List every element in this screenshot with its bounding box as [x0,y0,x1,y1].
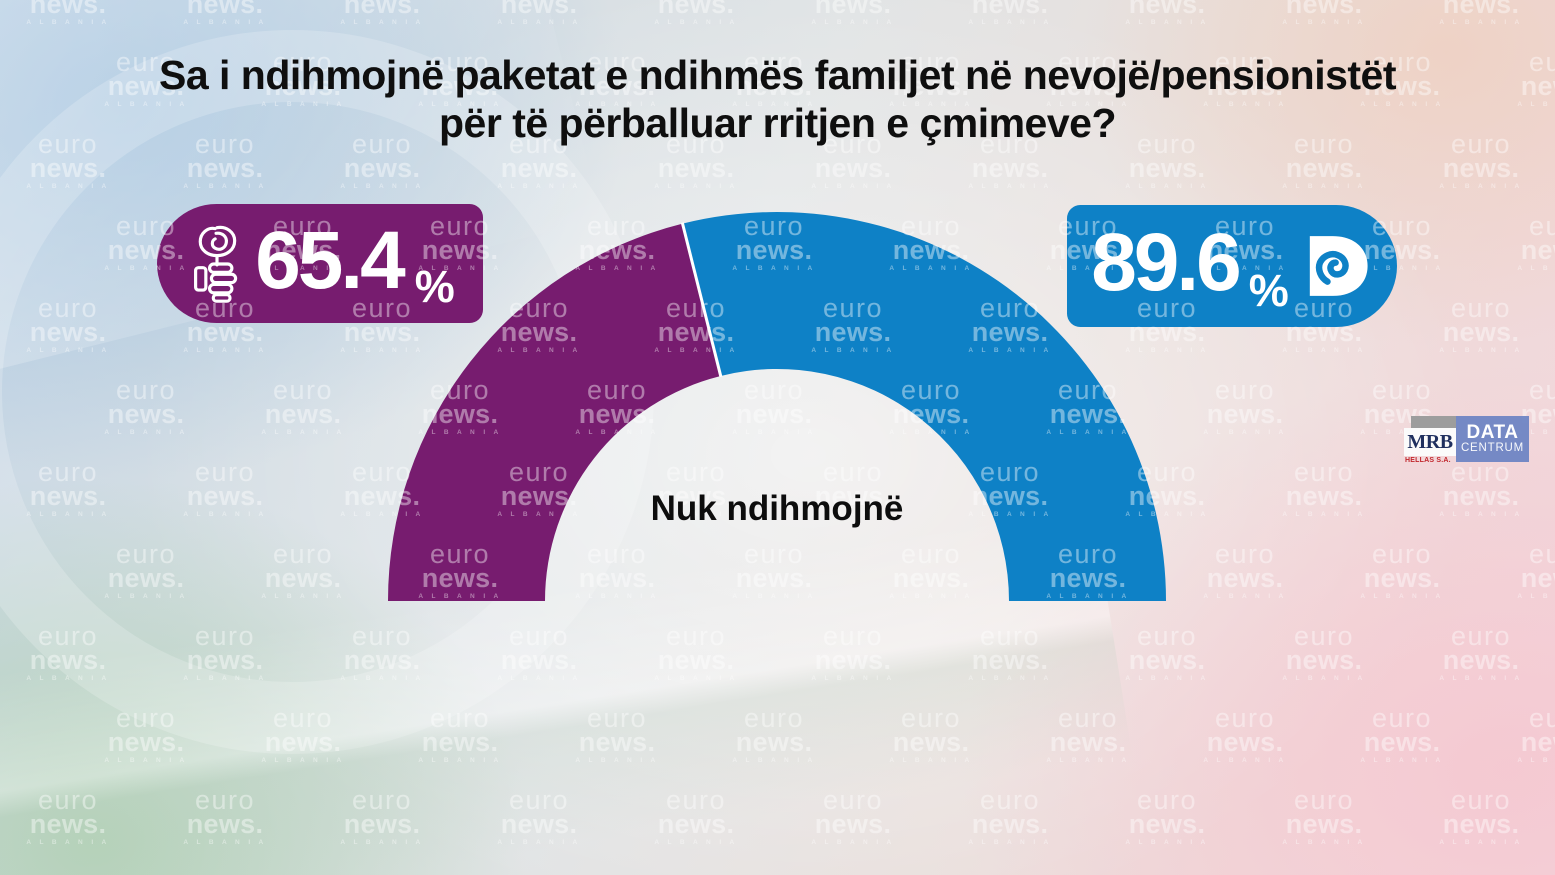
ps-value: 65.4 [255,214,406,306]
gauge-center-label: Nuk ndihmojnë [650,489,904,528]
pd-percent-sign: % [1248,265,1289,316]
gauge-segment-ps [388,223,721,601]
pd-value: 89.6 [1091,217,1242,308]
ps-rose-fist-icon [194,225,238,303]
gauge-segment-pd [682,212,1166,601]
data-centrum-line2: CENTRUM [1460,442,1525,454]
title-line-2: për të përballuar rritjen e çmimeve? [439,99,1117,146]
mrb-hellas-logo: MRB HELLAS S.A. [1404,415,1456,468]
pd-badge: 89.6 % [1067,205,1397,327]
data-centrum-line1: DATA [1466,422,1519,443]
page-title: Sa i ndihmojnë paketat e ndihmës familje… [0,52,1555,148]
ps-percent-sign: % [414,261,455,312]
title-line-1: Sa i ndihmojnë paketat e ndihmës familje… [158,52,1397,98]
ps-badge: 65.4 % [157,204,483,323]
mrb-gray-bar [1411,416,1456,428]
mrb-subtext: HELLAS S.A. [1405,457,1451,464]
mrb-box: MRB [1404,428,1456,456]
pd-spiral-d-icon [1309,236,1368,296]
data-centrum-logo: DATA CENTRUM [1456,416,1529,462]
gauge-separator-line [680,222,723,378]
mrb-text: MRB [1407,430,1453,453]
